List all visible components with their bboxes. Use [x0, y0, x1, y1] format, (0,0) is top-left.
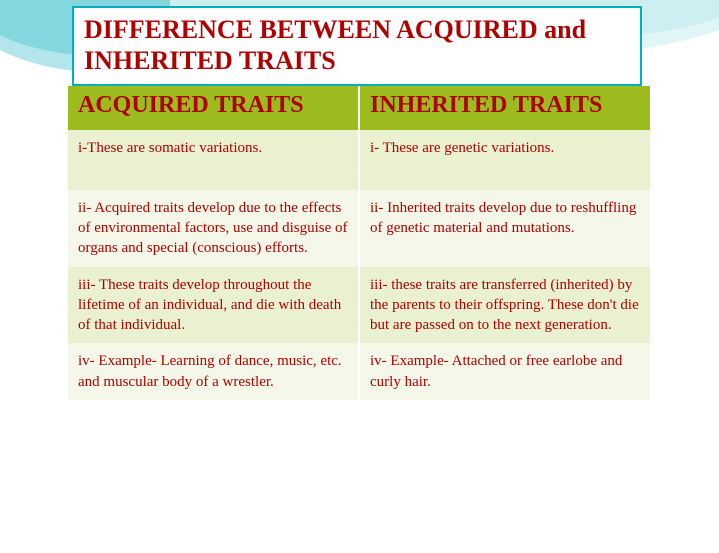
cell-acquired: iv- Example- Learning of dance, music, e… [68, 343, 359, 400]
cell-inherited: ii- Inherited traits develop due to resh… [359, 190, 650, 267]
cell-inherited: i- These are genetic variations. [359, 130, 650, 190]
cell-acquired: ii- Acquired traits develop due to the e… [68, 190, 359, 267]
cell-inherited: iv- Example- Attached or free earlobe an… [359, 343, 650, 400]
table-row: ii- Acquired traits develop due to the e… [68, 190, 650, 267]
page-title: DIFFERENCE BETWEEN ACQUIRED and INHERITE… [84, 14, 630, 76]
table-header-row: ACQUIRED TRAITS INHERITED TRAITS [68, 86, 650, 130]
comparison-table-container: ACQUIRED TRAITS INHERITED TRAITS i-These… [68, 86, 650, 400]
cell-inherited: iii- these traits are transferred (inher… [359, 267, 650, 344]
table-row: iv- Example- Learning of dance, music, e… [68, 343, 650, 400]
table-row: i-These are somatic variations. i- These… [68, 130, 650, 190]
col-header-acquired: ACQUIRED TRAITS [68, 86, 359, 130]
comparison-table: ACQUIRED TRAITS INHERITED TRAITS i-These… [68, 86, 650, 400]
title-container: DIFFERENCE BETWEEN ACQUIRED and INHERITE… [72, 6, 642, 86]
cell-acquired: iii- These traits develop throughout the… [68, 267, 359, 344]
col-header-inherited: INHERITED TRAITS [359, 86, 650, 130]
table-row: iii- These traits develop throughout the… [68, 267, 650, 344]
cell-acquired: i-These are somatic variations. [68, 130, 359, 190]
